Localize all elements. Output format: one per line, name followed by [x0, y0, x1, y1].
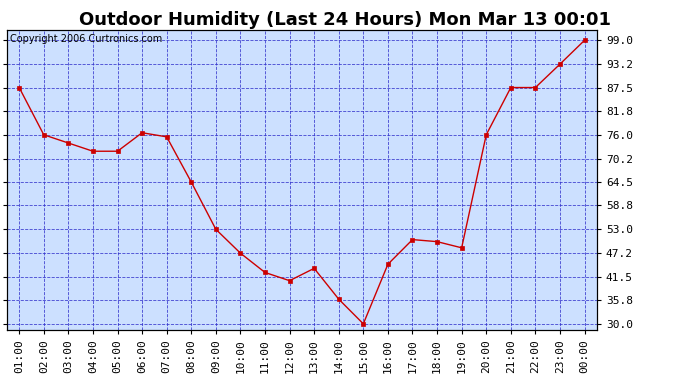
- Text: Outdoor Humidity (Last 24 Hours) Mon Mar 13 00:01: Outdoor Humidity (Last 24 Hours) Mon Mar…: [79, 11, 611, 29]
- Text: Copyright 2006 Curtronics.com: Copyright 2006 Curtronics.com: [10, 34, 162, 45]
